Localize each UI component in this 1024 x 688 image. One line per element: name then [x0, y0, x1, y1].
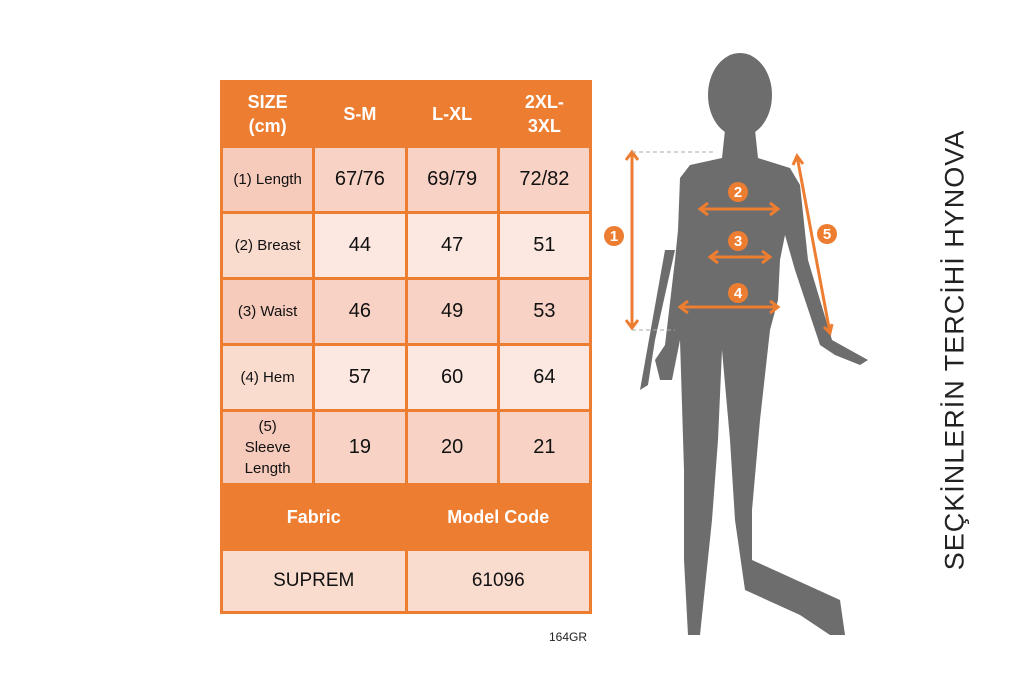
model-code-header: Model Code — [404, 483, 592, 551]
marker-circles — [604, 182, 837, 303]
silhouette — [640, 53, 868, 635]
cell: 49 — [404, 277, 500, 346]
cell: 19 — [312, 409, 408, 486]
marker-1: 1 — [610, 228, 618, 245]
marker-5: 5 — [823, 226, 831, 243]
body-silhouette-figure: 1 2 3 4 5 — [604, 53, 868, 635]
marker-4: 4 — [734, 285, 743, 302]
cell: 64 — [496, 343, 593, 412]
cell: 20 — [404, 409, 500, 486]
fabric-header: Fabric — [220, 483, 408, 551]
marker-2: 2 — [734, 184, 742, 201]
header-cell: L-XL — [404, 80, 500, 148]
table-row: (1) Length 67/76 69/79 72/82 — [219, 145, 593, 214]
fabric-value: SUPREM — [220, 548, 408, 614]
table-row: (5) Sleeve Length 19 20 21 — [219, 409, 593, 486]
watermark: SEÇKİNLERİN TERCİHİ HYNOVA — [939, 129, 970, 571]
cell: 21 — [496, 409, 593, 486]
marker-3: 3 — [734, 233, 742, 250]
row-label: (3) Waist — [219, 277, 316, 346]
header-cell: SIZE (cm) — [219, 80, 316, 148]
header-cell: S-M — [312, 80, 408, 148]
cell: 51 — [496, 211, 593, 280]
footer-value-row: SUPREM 61096 — [220, 548, 592, 614]
cell: 69/79 — [404, 145, 500, 214]
header-row: SIZE (cm) S-M L-XL 2XL-3XL — [219, 80, 593, 148]
row-label: (2) Breast — [219, 211, 316, 280]
size-chart-table: SIZE (cm) S-M L-XL 2XL-3XL (1) Length 67… — [219, 80, 593, 614]
cell: 72/82 — [496, 145, 593, 214]
size-header-text: SIZE (cm) — [247, 92, 288, 136]
cell: 47 — [404, 211, 500, 280]
cell: 53 — [496, 277, 593, 346]
cell: 44 — [312, 211, 408, 280]
footer-header-row: Fabric Model Code — [220, 483, 592, 551]
row-label: (5) Sleeve Length — [219, 409, 316, 486]
table-row: (2) Breast 44 47 51 — [219, 211, 593, 280]
cell: 60 — [404, 343, 500, 412]
size-2xl-3xl-header-text: 2XL-3XL — [524, 92, 564, 136]
cell: 46 — [312, 277, 408, 346]
product-code: 164GR — [549, 630, 588, 644]
table-row: (3) Waist 46 49 53 — [219, 277, 593, 346]
row-label: (1) Length — [219, 145, 316, 214]
measure-arrows — [624, 149, 834, 336]
cell: 67/76 — [312, 145, 408, 214]
row-label: (4) Hem — [219, 343, 316, 412]
guide-lines — [632, 151, 715, 331]
model-code-value: 61096 — [404, 548, 592, 614]
header-cell: 2XL-3XL — [496, 80, 593, 148]
cell: 57 — [312, 343, 408, 412]
table-row: (4) Hem 57 60 64 — [219, 343, 593, 412]
